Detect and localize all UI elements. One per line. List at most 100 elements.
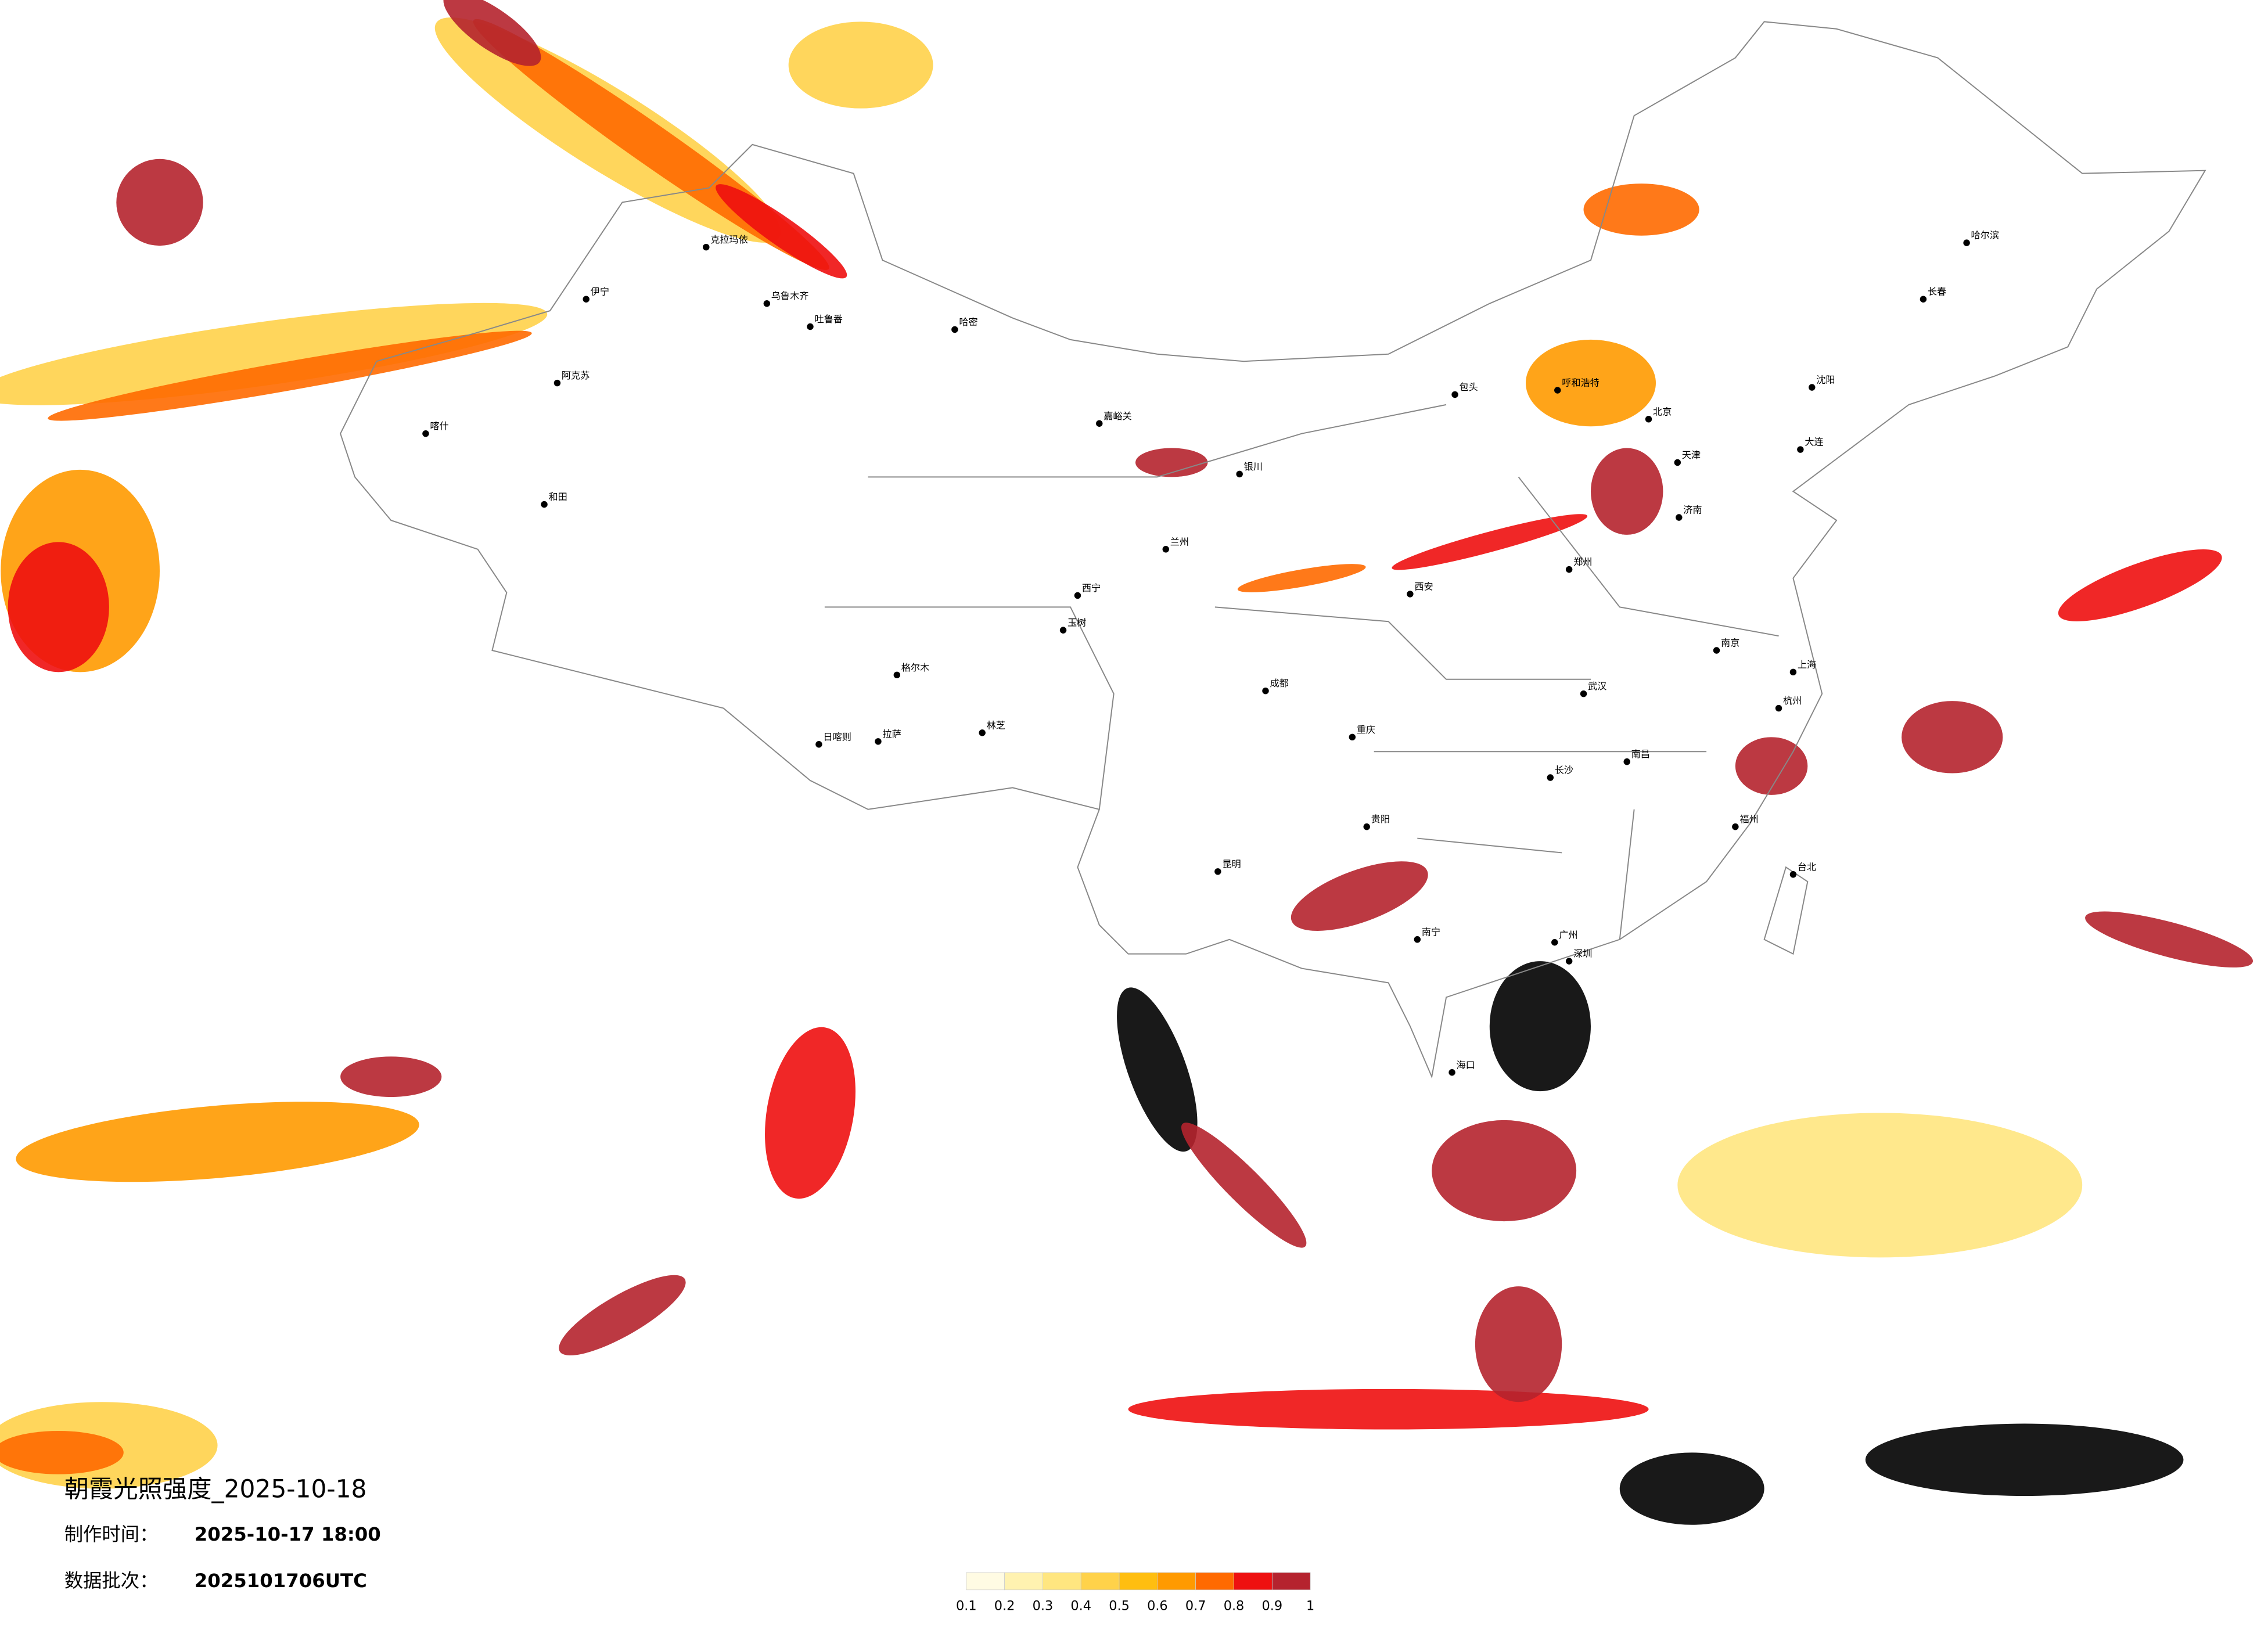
- light-blob: [1677, 1113, 2083, 1258]
- light-blob: [765, 1027, 856, 1199]
- city-label: 喀什: [430, 420, 448, 431]
- light-blob: [2058, 549, 2222, 621]
- city-label: 南京: [1721, 638, 1739, 649]
- light-blob: [0, 1431, 124, 1474]
- city-label: 沈阳: [1816, 375, 1835, 386]
- city-label: 阿克苏: [562, 370, 590, 381]
- city-dot: [1554, 387, 1561, 394]
- light-blob: [1902, 701, 2003, 774]
- light-blob: [16, 1102, 419, 1182]
- light-blob: [1291, 861, 1428, 931]
- city-label: 西安: [1414, 581, 1433, 592]
- city-label: 贵阳: [1371, 814, 1390, 825]
- city-dot: [1236, 470, 1243, 478]
- city-dot: [893, 671, 901, 679]
- colorbar-tick-label: 1: [1306, 1599, 1314, 1614]
- city-label: 天津: [1682, 449, 1701, 461]
- light-blob: [1432, 1120, 1577, 1222]
- city-dot: [553, 379, 561, 387]
- city-dot: [1349, 733, 1356, 741]
- city-dot: [1214, 868, 1221, 875]
- city-label: 武汉: [1588, 681, 1606, 692]
- city-dot: [703, 243, 710, 251]
- batch-label: 数据批次：: [64, 1570, 159, 1592]
- city-dot: [1551, 939, 1558, 946]
- city-dot: [1096, 420, 1103, 427]
- light-blob: [1181, 1123, 1307, 1248]
- light-blob: [48, 330, 532, 421]
- city-label: 台北: [1798, 861, 1816, 872]
- colorbar-tick-label: 0.5: [1109, 1599, 1130, 1614]
- light-blob: [1865, 1423, 2184, 1496]
- city-label: 兰州: [1170, 536, 1189, 547]
- province-border: [824, 404, 1779, 940]
- city-dot: [1363, 823, 1370, 830]
- city-dot: [1407, 591, 1414, 598]
- colorbar-tick-label: 0.8: [1224, 1599, 1245, 1614]
- city-dot: [807, 323, 814, 330]
- city-label: 南宁: [1422, 926, 1440, 937]
- city-dot: [1674, 459, 1681, 466]
- taiwan-border: [1763, 866, 1809, 955]
- city-label: 拉萨: [882, 728, 901, 739]
- title: 朝霞光照强度_2025-10-18: [64, 1474, 367, 1503]
- city-dot: [1676, 514, 1683, 521]
- colorbar-cell: [1195, 1572, 1234, 1591]
- city-dot: [1565, 958, 1573, 965]
- city-dot: [1713, 647, 1720, 654]
- colorbar-cell: [1004, 1572, 1043, 1591]
- city-dot: [1789, 668, 1797, 676]
- city-label: 南昌: [1631, 749, 1650, 760]
- light-blob: [116, 159, 203, 246]
- city-dot: [815, 741, 822, 748]
- city-label: 成都: [1270, 678, 1288, 689]
- city-dot: [951, 326, 958, 333]
- city-dot: [1162, 546, 1169, 553]
- colorbar-tick-label: 0.2: [994, 1599, 1015, 1614]
- city-dot: [583, 296, 590, 303]
- city-dot: [1775, 704, 1782, 712]
- light-blob: [443, 0, 541, 66]
- city-label: 玉树: [1067, 617, 1086, 628]
- light-blob: [340, 1056, 442, 1098]
- city-label: 银川: [1244, 461, 1263, 472]
- light-blob: [716, 184, 847, 279]
- city-label: 西宁: [1082, 582, 1101, 593]
- city-label: 广州: [1559, 929, 1577, 940]
- light-blob: [1525, 339, 1656, 427]
- light-blob: [1735, 737, 1808, 795]
- city-dot: [1645, 416, 1652, 423]
- city-label: 林芝: [987, 720, 1005, 731]
- colorbar-cell: [966, 1572, 1005, 1591]
- city-dot: [1623, 758, 1630, 765]
- colorbar-tick-label: 0.3: [1033, 1599, 1054, 1614]
- city-label: 包头: [1460, 382, 1478, 393]
- city-label: 济南: [1683, 505, 1702, 516]
- city-label: 北京: [1653, 406, 1672, 417]
- light-blob: [1117, 987, 1198, 1152]
- country-border: [340, 21, 2206, 1079]
- city-dot: [1789, 871, 1797, 878]
- city-dot: [1547, 774, 1554, 781]
- colorbar-tick-label: 0.4: [1070, 1599, 1091, 1614]
- city-dot: [1797, 446, 1804, 453]
- light-blob: [1583, 184, 1699, 236]
- city-label: 和田: [549, 491, 567, 502]
- batch: 2025101706UTC: [195, 1570, 367, 1592]
- city-label: 呼和浩特: [1562, 377, 1600, 388]
- city-dot: [422, 430, 429, 437]
- city-label: 杭州: [1783, 695, 1802, 706]
- city-label: 日喀则: [823, 731, 851, 742]
- light-blob: [788, 21, 933, 109]
- city-label: 福州: [1739, 814, 1758, 825]
- light-blob: [8, 542, 109, 672]
- city-label: 吐鲁番: [814, 314, 842, 325]
- city-label: 上海: [1798, 659, 1816, 670]
- city-dot: [875, 738, 882, 745]
- colorbar-cell: [1271, 1572, 1311, 1591]
- city-dot: [1414, 936, 1421, 943]
- light-blob: [1128, 1388, 1649, 1430]
- city-label: 长春: [1928, 286, 1946, 297]
- city-dot: [1963, 239, 1970, 246]
